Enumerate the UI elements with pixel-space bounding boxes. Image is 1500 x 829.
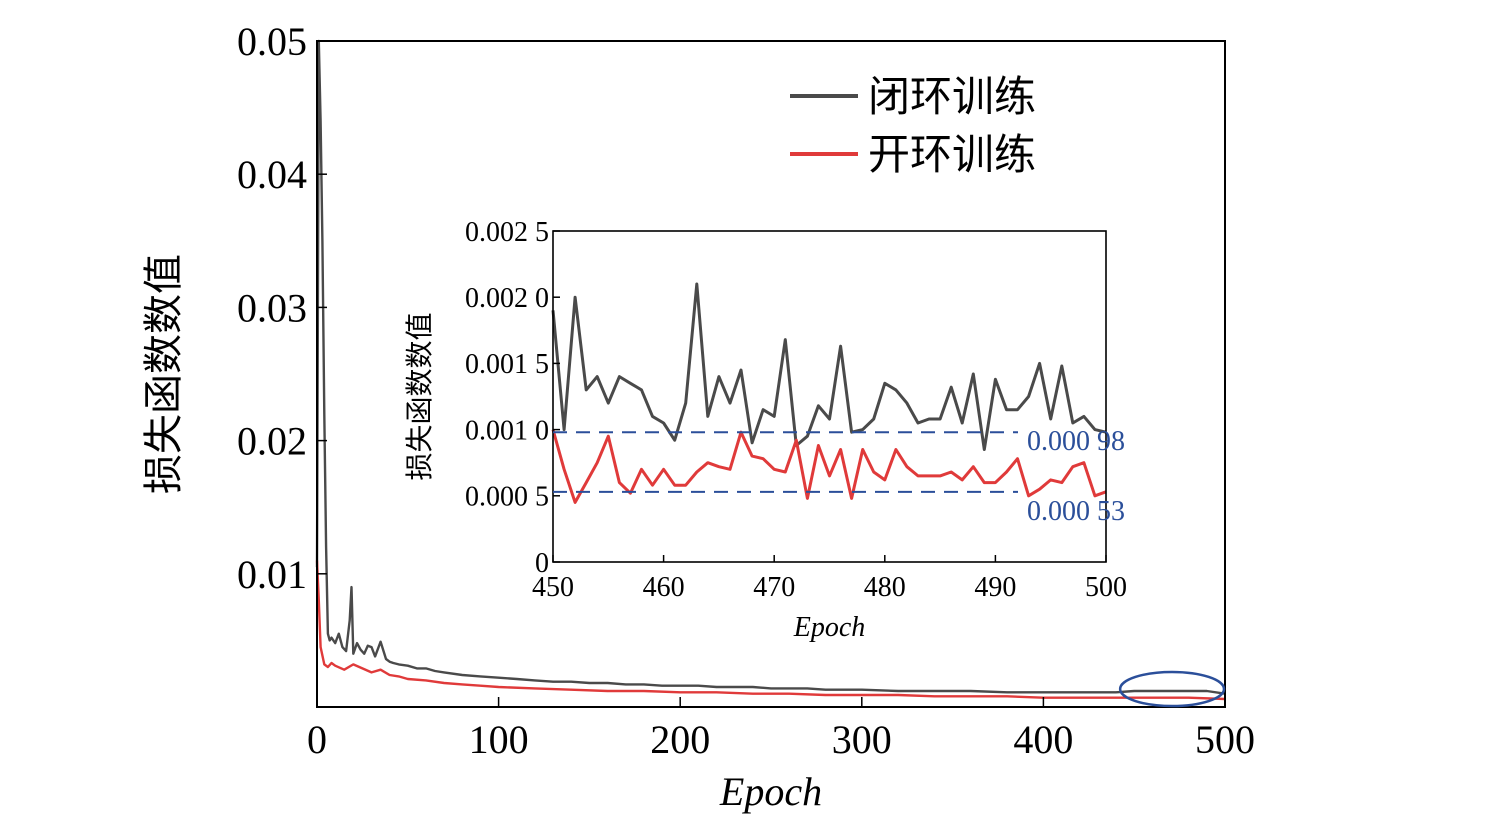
inset-reference-label: 0.000 98 bbox=[1027, 426, 1125, 457]
inset-y-axis-label: 损失函数数值 bbox=[404, 312, 436, 480]
main-y-axis-label: 损失函数数值 bbox=[141, 254, 186, 494]
inset-x-axis-label: Epoch bbox=[793, 612, 866, 643]
main-x-tick-label: 100 bbox=[469, 717, 529, 762]
inset-series-line-open-loop bbox=[551, 429, 1107, 504]
inset-plot-frame bbox=[552, 230, 1107, 563]
main-x-tick-label: 300 bbox=[832, 717, 892, 762]
main-series-line-closed-loop bbox=[315, 39, 1226, 695]
main-y-tick-label: 0.03 bbox=[237, 285, 307, 330]
inset-x-tick-label: 460 bbox=[643, 572, 685, 603]
main-plot-frame bbox=[316, 40, 1226, 708]
inset-reference-label: 0.000 53 bbox=[1027, 496, 1125, 527]
inset-background bbox=[553, 231, 1106, 562]
main-y-tick-label: 0.04 bbox=[237, 152, 307, 197]
inset-y-tick-label: 0.001 5 bbox=[465, 349, 549, 380]
inset-series-line-closed-loop bbox=[551, 282, 1107, 451]
inset-plot: 450 460 470 480 490 500 0 0.000 5 0.001 0 0.001 5… bbox=[404, 217, 1127, 643]
inset-y-tick-label: 0.000 5 bbox=[465, 482, 549, 513]
main-series-line-open-loop bbox=[315, 560, 1226, 701]
legend-label-open-loop: 开环训练 bbox=[868, 132, 1036, 179]
inset-y-tick-label: 0.001 0 bbox=[465, 415, 549, 446]
main-x-tick-label: 200 bbox=[650, 717, 710, 762]
main-y-tick-label: 0.01 bbox=[237, 552, 307, 597]
inset-x-tick-label: 500 bbox=[1085, 572, 1127, 603]
main-y-tick-label: 0.05 bbox=[237, 19, 307, 64]
inset-y-tick-label: 0.002 5 bbox=[465, 217, 549, 248]
inset-y-tick-label: 0.002 0 bbox=[465, 283, 549, 314]
zoom-region-ellipse bbox=[1118, 670, 1226, 708]
main-series bbox=[315, 39, 1226, 701]
inset-y-tick-label: 0 bbox=[535, 548, 549, 579]
inset-x-tick-label: 490 bbox=[974, 572, 1016, 603]
main-y-tick-label: 0.02 bbox=[237, 419, 307, 464]
main-x-tick-label: 0 bbox=[307, 717, 327, 762]
inset-x-tick-label: 480 bbox=[864, 572, 906, 603]
legend-label-closed-loop: 闭环训练 bbox=[868, 74, 1036, 121]
inset-x-tick-label: 470 bbox=[753, 572, 795, 603]
main-x-axis-label: Epoch bbox=[719, 769, 822, 814]
main-x-tick-label: 400 bbox=[1013, 717, 1073, 762]
inset-x-tick-label: 450 bbox=[532, 572, 574, 603]
main-x-tick-label: 500 bbox=[1195, 717, 1255, 762]
main-plot: 0 100 200 300 400 500 0.01 0.02 0.03 0.04 0.05 Epoc… bbox=[141, 19, 1255, 814]
inset-series bbox=[551, 282, 1107, 504]
